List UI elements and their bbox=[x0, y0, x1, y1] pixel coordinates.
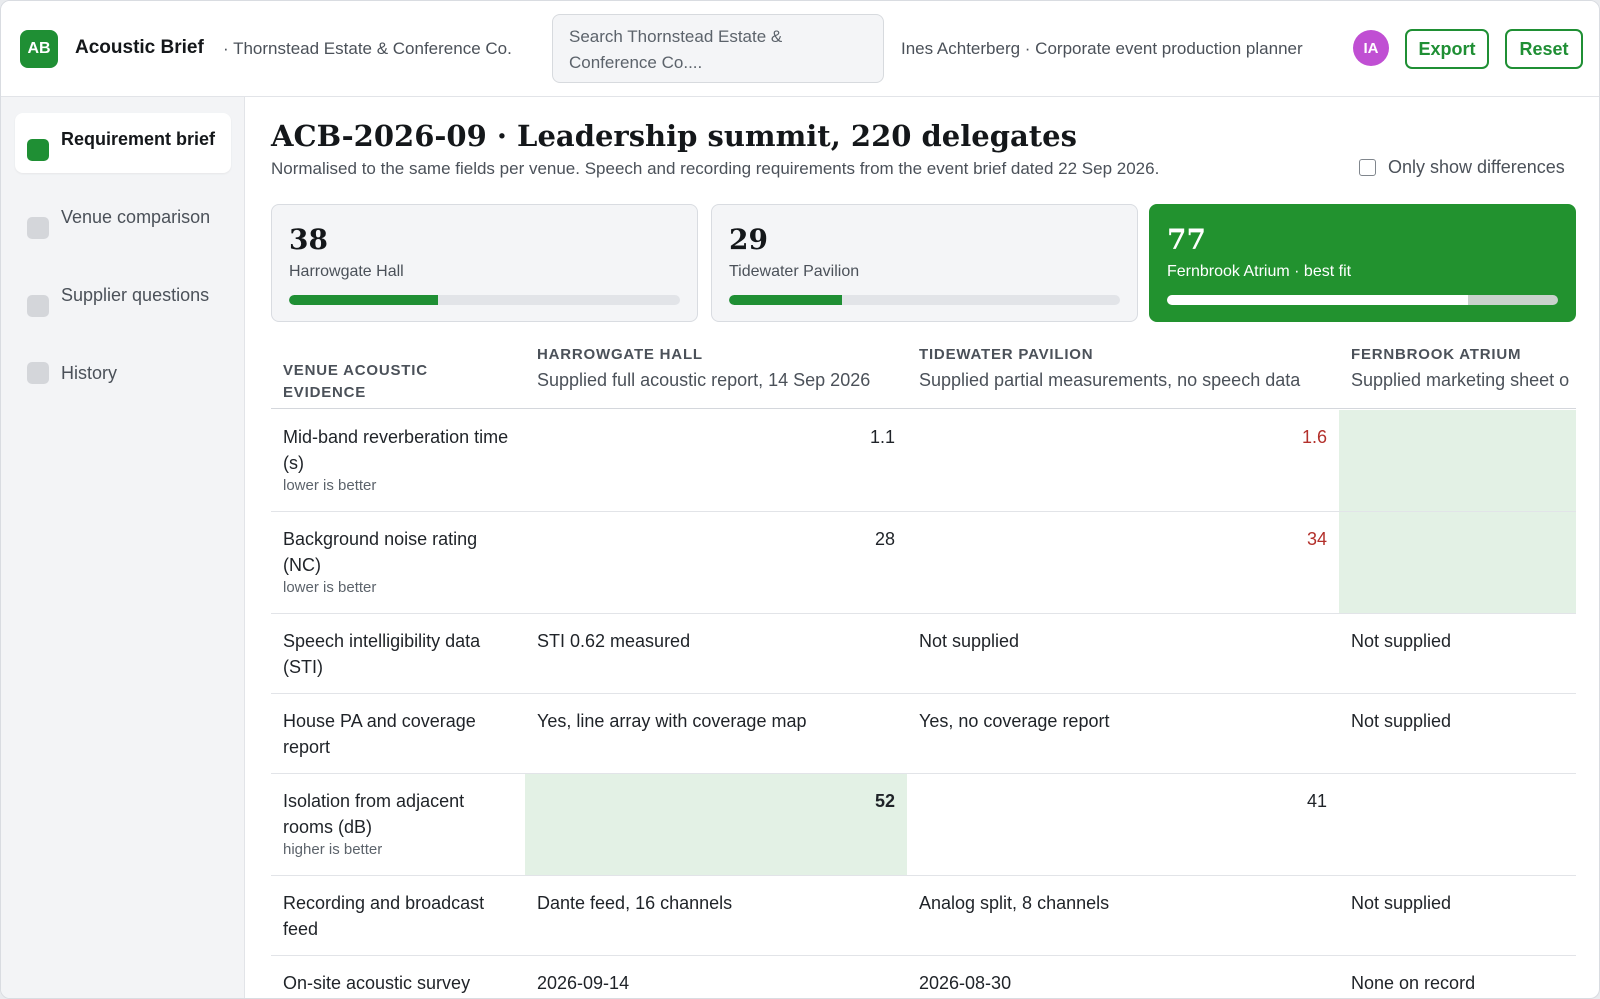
metric-cell: On-site acoustic survey bbox=[283, 973, 471, 993]
nav-indicator-icon bbox=[27, 217, 49, 239]
nav-indicator-icon bbox=[27, 295, 49, 317]
sidebar-item-label: Venue comparison bbox=[61, 207, 211, 227]
metric-column-header: VENUE ACOUSTIC EVIDENCE bbox=[283, 362, 428, 401]
venue-score-card[interactable]: 38 Harrowgate Hall bbox=[271, 204, 698, 322]
value-cell: Not supplied bbox=[1351, 631, 1452, 651]
score-bar bbox=[1167, 295, 1558, 305]
organization-name: · Thornstead Estate & Conference Co. bbox=[223, 39, 512, 58]
export-button[interactable]: Export bbox=[1405, 29, 1489, 69]
reset-button[interactable]: Reset bbox=[1505, 29, 1583, 69]
table-row: On-site acoustic survey 2026-09-14 2026-… bbox=[271, 956, 1576, 998]
table-row: Isolation from adjacent rooms (dB) highe… bbox=[271, 774, 1576, 876]
table-row: Speech intelligibility data (STI) STI 0.… bbox=[271, 614, 1576, 694]
value-cell: Not supplied bbox=[1351, 893, 1452, 913]
page-subtitle: Normalised to the same fields per venue.… bbox=[271, 159, 1160, 178]
only-differences-toggle[interactable]: Only show differences bbox=[1359, 157, 1565, 178]
value-cell: 41 bbox=[1306, 791, 1327, 811]
top-bar: AB Acoustic Brief · Thornstead Estate & … bbox=[1, 1, 1599, 97]
avatar[interactable]: IA bbox=[1353, 30, 1389, 66]
score-venue-label: Fernbrook Atrium · best fit bbox=[1167, 263, 1352, 280]
sidebar-item-requirement-brief[interactable]: Requirement brief bbox=[15, 113, 231, 173]
value-cell: Yes, no coverage report bbox=[919, 711, 1110, 731]
metric-cell: Background noise rating (NC) lower is be… bbox=[283, 529, 478, 596]
value-cell: 2026-08-30 bbox=[919, 973, 1012, 993]
nav-indicator-icon bbox=[27, 139, 49, 161]
value-cell: None on record bbox=[1351, 973, 1476, 993]
score-venue-label: Harrowgate Hall bbox=[289, 263, 404, 280]
value-cell: 1.1 bbox=[869, 427, 895, 447]
value-cell: STI 0.62 measured bbox=[537, 631, 691, 651]
value-cell: 2026-09-14 bbox=[537, 973, 630, 993]
nav-indicator-icon bbox=[27, 362, 49, 384]
value-cell: Yes, line array with coverage map bbox=[537, 711, 807, 731]
value-cell: 1.6 bbox=[1301, 427, 1327, 447]
sidebar-item-history[interactable]: History bbox=[15, 347, 231, 399]
table-row: Mid-band reverberation time (s) lower is… bbox=[271, 410, 1576, 512]
value-cell bbox=[1339, 410, 1576, 511]
value-cell: Not supplied bbox=[1351, 711, 1452, 731]
table-header-row: VENUE ACOUSTIC EVIDENCE HARROWGATE HALL … bbox=[271, 344, 1576, 409]
value-cell: Not supplied bbox=[919, 631, 1020, 651]
venue-column-header: FERNBROOK ATRIUM Supplied marketing shee… bbox=[1351, 346, 1570, 390]
table-row: Background noise rating (NC) lower is be… bbox=[271, 512, 1576, 614]
value-cell: 28 bbox=[874, 529, 895, 549]
score-bar bbox=[289, 295, 680, 305]
sidebar-item-supplier-questions[interactable]: Supplier questions bbox=[15, 269, 231, 329]
app-title: Acoustic Brief bbox=[75, 37, 204, 58]
metric-cell: Isolation from adjacent rooms (dB) highe… bbox=[283, 791, 465, 858]
user-name: Ines Achterberg · Corporate event produc… bbox=[901, 39, 1303, 58]
metric-cell: Mid-band reverberation time (s) lower is… bbox=[283, 427, 509, 494]
table-row: House PA and coverage report Yes, line a… bbox=[271, 694, 1576, 774]
value-cell: Dante feed, 16 channels bbox=[537, 893, 733, 913]
venue-column-header: TIDEWATER PAVILION Supplied partial meas… bbox=[919, 346, 1301, 390]
score-bar-fill bbox=[289, 295, 438, 305]
sidebar-item-venue-comparison[interactable]: Venue comparison bbox=[15, 191, 231, 251]
score-bar bbox=[729, 295, 1120, 305]
value-cell bbox=[1339, 774, 1576, 875]
score-value: 29 bbox=[729, 223, 768, 256]
metric-cell: Speech intelligibility data (STI) bbox=[283, 631, 481, 677]
value-cell: Analog split, 8 channels bbox=[919, 893, 1110, 913]
venue-score-card-best[interactable]: 77 Fernbrook Atrium · best fit bbox=[1149, 204, 1576, 322]
sidebar-item-label: Requirement brief bbox=[61, 129, 216, 149]
score-value: 38 bbox=[289, 223, 328, 256]
value-cell bbox=[1339, 512, 1576, 613]
sidebar-item-label: Supplier questions bbox=[61, 285, 210, 305]
comparison-table: VENUE ACOUSTIC EVIDENCE HARROWGATE HALL … bbox=[271, 344, 1576, 998]
value-cell: 34 bbox=[1306, 529, 1327, 549]
search-input[interactable]: Search Thornstead Estate & Conference Co… bbox=[552, 14, 884, 83]
table-row: Recording and broadcast feed Dante feed,… bbox=[271, 876, 1576, 956]
value-cell-best: 52 bbox=[525, 774, 907, 875]
checkbox[interactable] bbox=[1359, 159, 1376, 176]
main-content: ACB-2026-09 · Leadership summit, 220 del… bbox=[245, 97, 1599, 998]
venue-score-card[interactable]: 29 Tidewater Pavilion bbox=[711, 204, 1138, 322]
score-bar-fill bbox=[729, 295, 843, 305]
metric-cell: House PA and coverage report bbox=[283, 711, 476, 757]
score-value: 77 bbox=[1167, 223, 1206, 256]
venue-column-header: HARROWGATE HALL Supplied full acoustic r… bbox=[537, 346, 871, 390]
metric-cell: Recording and broadcast feed bbox=[283, 893, 485, 939]
score-venue-label: Tidewater Pavilion bbox=[729, 263, 860, 280]
app-logo: AB bbox=[20, 30, 58, 68]
sidebar: Requirement brief Venue comparison Suppl… bbox=[1, 97, 245, 998]
only-differences-label: Only show differences bbox=[1388, 157, 1565, 177]
page-title: ACB-2026-09 · Leadership summit, 220 del… bbox=[271, 119, 1077, 153]
score-bar-fill bbox=[1167, 295, 1469, 305]
sidebar-item-label: History bbox=[61, 363, 118, 383]
